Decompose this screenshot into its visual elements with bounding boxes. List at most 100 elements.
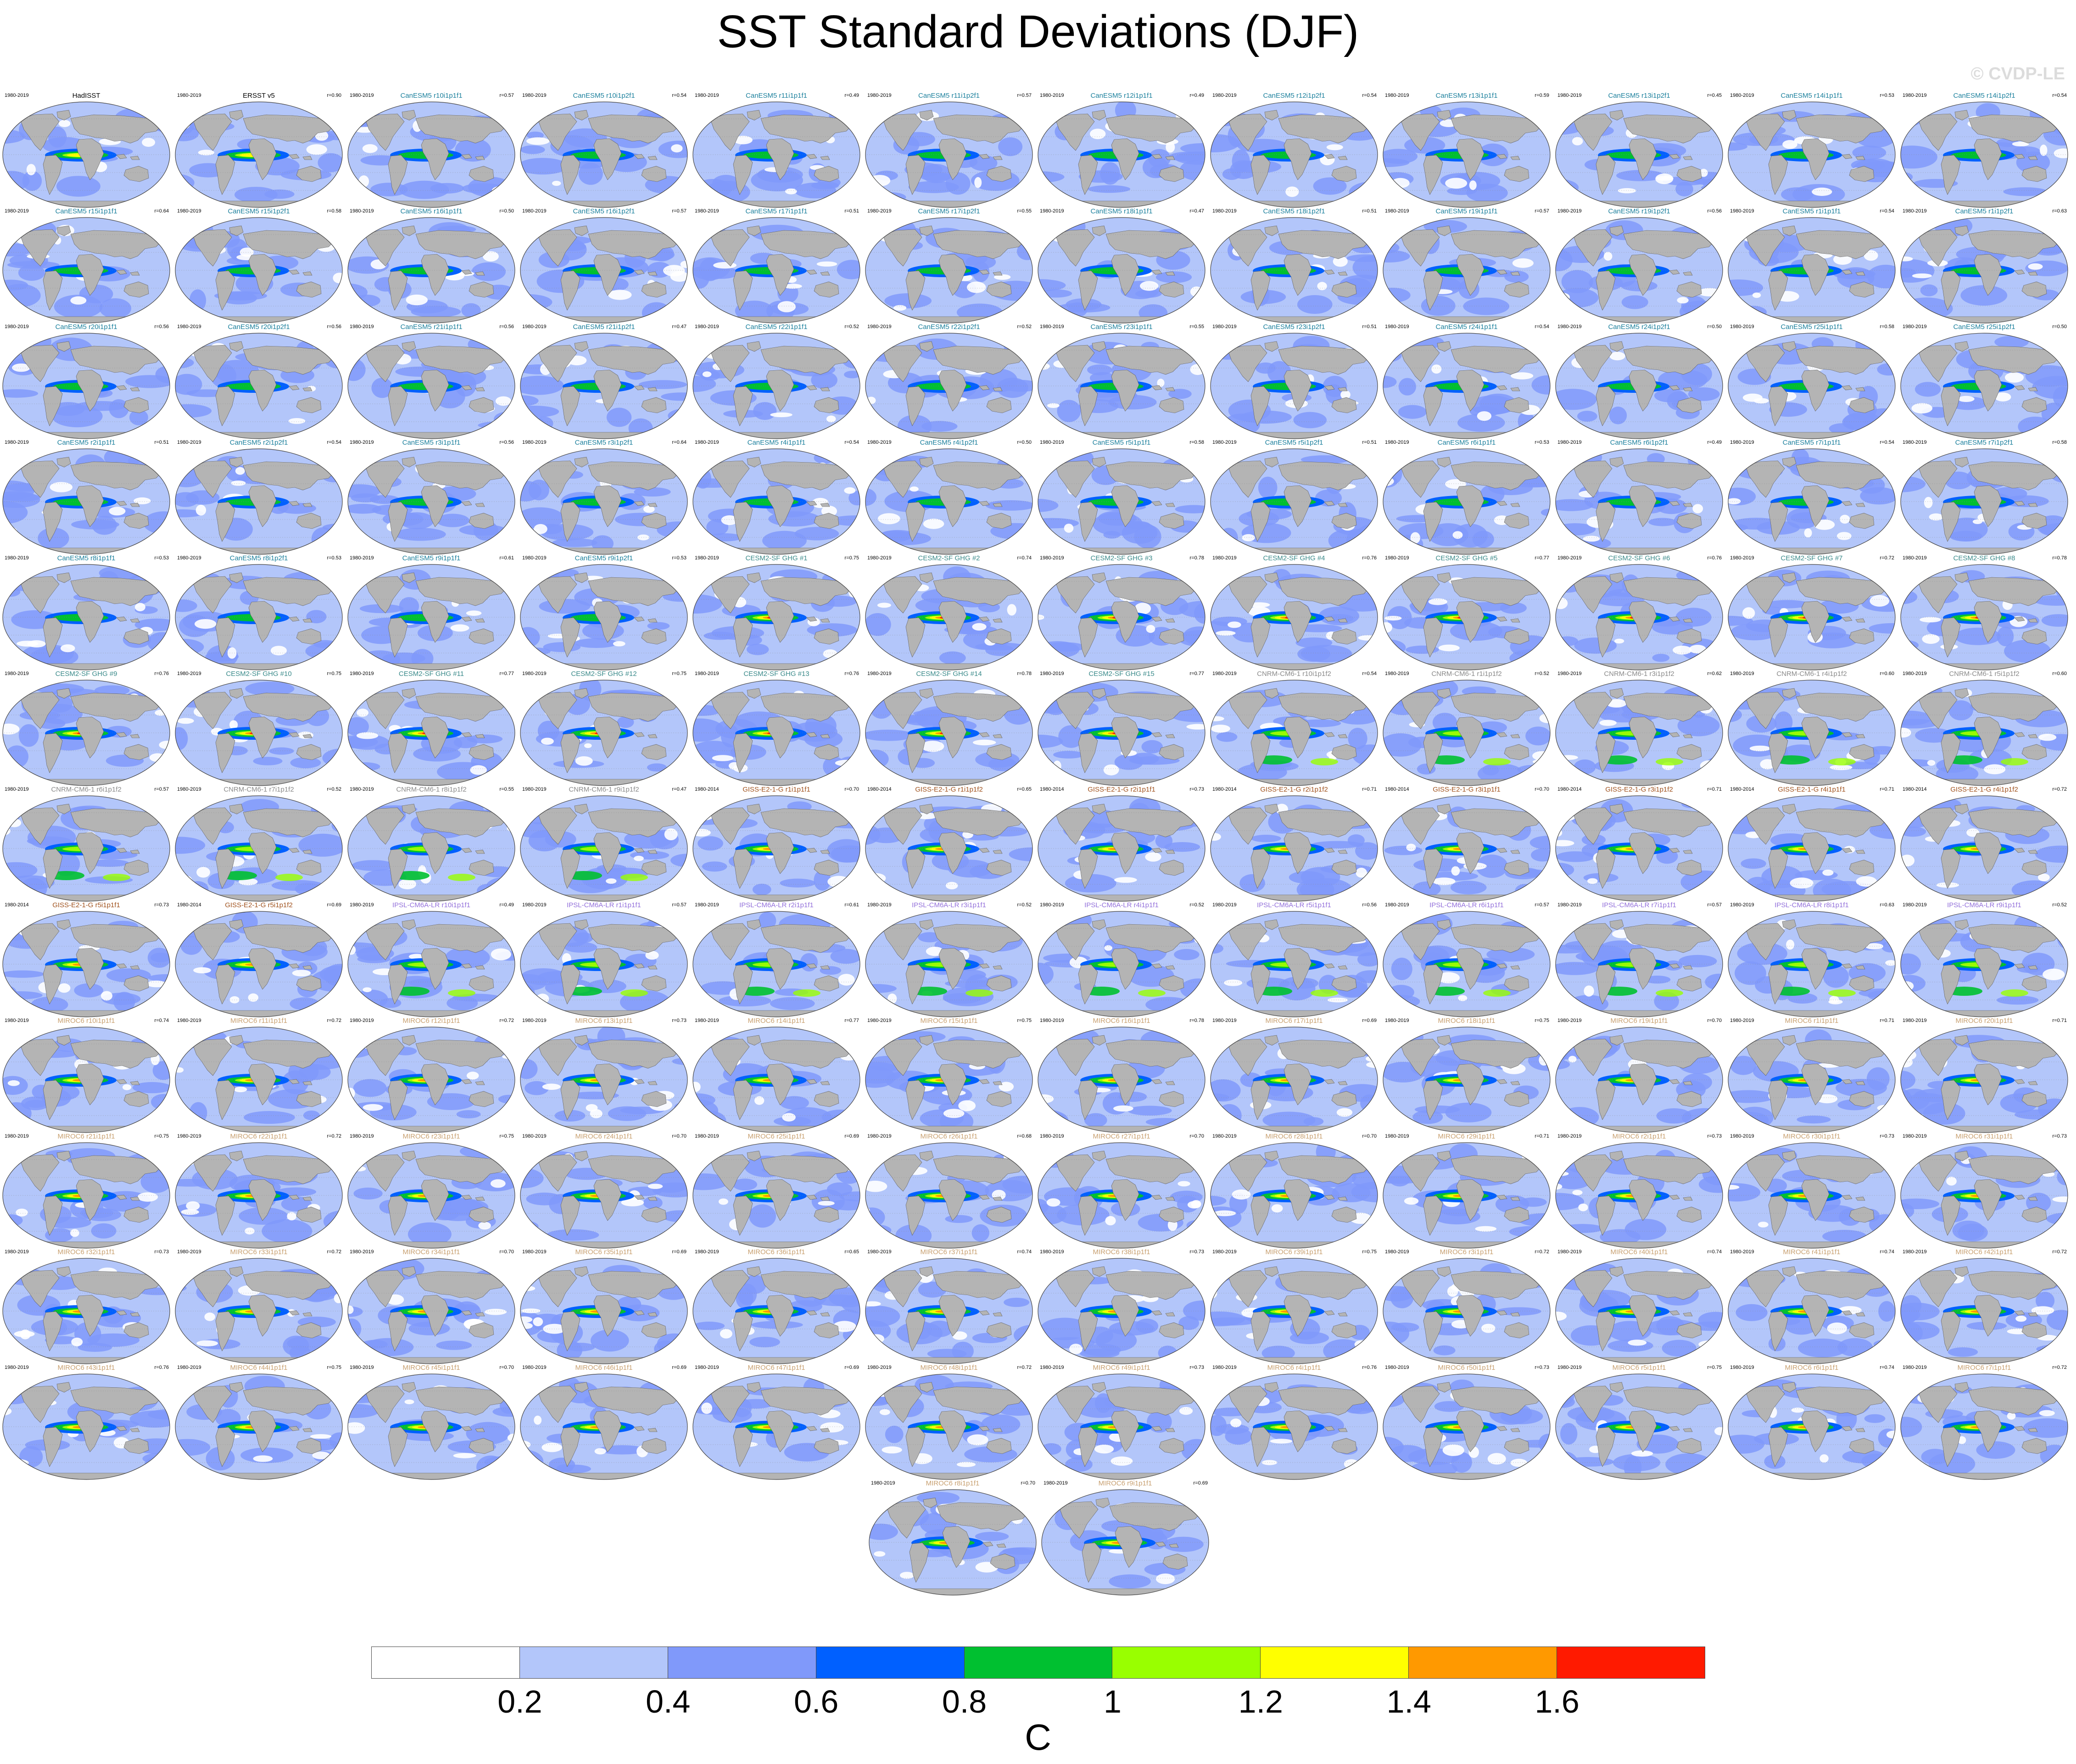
map-panel: 1980-2019 HadISST	[0, 90, 173, 210]
sst-stddev-map	[1555, 911, 1723, 1017]
panel-pattern-correlation: r=0.70	[1021, 1480, 1036, 1486]
colorbar-swatch	[1408, 1647, 1557, 1679]
panel-period: 1980-2019	[1040, 902, 1064, 908]
map-panel: 1980-2019 CNRM-CM6-1 r6i1p1f2 r=0.57	[0, 784, 173, 904]
panel-title: CESM2-SF GHG #6	[1608, 554, 1670, 562]
panel-pattern-correlation: r=0.73	[672, 1018, 687, 1023]
map-panel: 1980-2019 CanESM5 r23i1p2f1 r=0.51	[1208, 321, 1380, 441]
map-panel: 1980-2019 MIROC6 r4i1p1f1 r=0.76	[1208, 1362, 1380, 1482]
sst-stddev-map	[520, 1142, 688, 1249]
panel-period: 1980-2019	[1040, 555, 1064, 561]
panel-pattern-correlation: r=0.72	[1535, 1249, 1550, 1255]
panel-title: CanESM5 r10i1p2f1	[573, 92, 635, 100]
panel-title: MIROC6 r43i1p1f1	[57, 1364, 115, 1372]
panel-title: MIROC6 r48i1p1f1	[920, 1364, 978, 1372]
panel-title: CanESM5 r12i1p1f1	[1090, 92, 1153, 100]
map-panel: 1980-2019 MIROC6 r23i1p1f1 r=0.75	[345, 1131, 518, 1251]
sst-stddev-map	[865, 1027, 1033, 1133]
panel-title: CanESM5 r25i1p2f1	[1953, 323, 2015, 331]
panel-period: 1980-2019	[5, 787, 29, 792]
map-panel: 1980-2019 MIROC6 r25i1p1f1 r=0.69	[690, 1131, 863, 1251]
panel-period: 1980-2019	[5, 555, 29, 561]
panel-period: 1980-2019	[1040, 1133, 1064, 1139]
sst-stddev-map	[1555, 333, 1723, 439]
colorbar-tick-label: 0.8	[942, 1684, 987, 1719]
map-panel: 1980-2019 MIROC6 r40i1p1f1 r=0.74	[1553, 1246, 1725, 1367]
panel-pattern-correlation: r=0.49	[499, 902, 514, 908]
panel-title: CNRM-CM6-1 r9i1p1f2	[569, 786, 639, 793]
panel-title: MIROC6 r50i1p1f1	[1438, 1364, 1496, 1372]
sst-stddev-map	[1555, 1027, 1723, 1133]
panel-pattern-correlation: r=0.73	[1189, 1249, 1205, 1255]
panel-period: 1980-2019	[1903, 555, 1927, 561]
panel-period: 1980-2019	[1385, 1133, 1409, 1139]
panel-pattern-correlation: r=0.71	[1707, 787, 1722, 792]
panel-pattern-correlation: r=0.73	[1189, 787, 1205, 792]
panel-period: 1980-2019	[1730, 208, 1754, 214]
panel-period: 1980-2019	[1903, 93, 1927, 98]
map-panel: 1980-2019 CanESM5 r13i1p1f1 r=0.59	[1380, 90, 1553, 210]
panel-pattern-correlation: r=0.49	[1189, 93, 1205, 98]
panel-title: CanESM5 r23i1p2f1	[1263, 323, 1325, 331]
sst-stddev-map	[2, 680, 170, 786]
figure-title: SST Standard Deviations (DJF)	[717, 6, 1359, 57]
colorbar-unit: C	[1025, 1717, 1051, 1758]
panel-period: 1980-2019	[1040, 93, 1064, 98]
panel-period: 1980-2019	[867, 555, 892, 561]
panel-pattern-correlation: r=0.52	[327, 787, 342, 792]
map-panel: 1980-2019 CanESM5 r17i1p1f1 r=0.51	[690, 206, 863, 326]
panel-period: 1980-2019	[1557, 93, 1582, 98]
panel-title: CNRM-CM6-1 r3i1p1f2	[1604, 670, 1674, 678]
panel-period: 1980-2014	[1903, 787, 1927, 792]
panel-period: 1980-2019	[1557, 324, 1582, 329]
sst-stddev-map	[2, 1258, 170, 1364]
panel-title: MIROC6 r10i1p1f1	[57, 1017, 115, 1025]
sst-stddev-map	[1038, 333, 1205, 439]
sst-stddev-map	[175, 1373, 343, 1480]
map-panel: 1980-2019 MIROC6 r11i1p1f1 r=0.72	[173, 1015, 345, 1135]
panel-title: MIROC6 r23i1p1f1	[402, 1133, 460, 1140]
map-panel: 1980-2019 MIROC6 r35i1p1f1 r=0.69	[518, 1246, 690, 1367]
sst-stddev-map	[692, 1373, 860, 1480]
map-panel: 1980-2019 MIROC6 r20i1p1f1 r=0.71	[1898, 1015, 2070, 1135]
map-panel: 1980-2019 CanESM5 r24i1p1f1 r=0.54	[1380, 321, 1553, 441]
map-panel: 1980-2019 MIROC6 r24i1p1f1 r=0.70	[518, 1131, 690, 1251]
map-panel: 1980-2019 CESM2-SF GHG #11 r=0.77	[345, 668, 518, 788]
sst-stddev-map	[175, 101, 343, 208]
panel-title: MIROC6 r31i1p1f1	[1955, 1133, 2013, 1140]
sst-stddev-map	[1900, 1258, 2068, 1364]
sst-stddev-map	[1900, 680, 2068, 786]
colorbar-swatch	[1260, 1647, 1409, 1679]
sst-stddev-map	[865, 1142, 1033, 1249]
panel-pattern-correlation: r=0.75	[1535, 1018, 1550, 1023]
panel-pattern-correlation: r=0.57	[1535, 902, 1550, 908]
panel-title: MIROC6 r33i1p1f1	[230, 1248, 288, 1256]
sst-stddev-map	[692, 1258, 860, 1364]
panel-period: 1980-2014	[1385, 787, 1409, 792]
map-panel: 1980-2019 CESM2-SF GHG #15 r=0.77	[1035, 668, 1208, 788]
panel-title: CanESM5 r4i1p2f1	[920, 439, 978, 447]
panel-pattern-correlation: r=0.52	[1017, 902, 1032, 908]
panel-pattern-correlation: r=0.73	[154, 1249, 169, 1255]
panel-period: 1980-2019	[1040, 671, 1064, 676]
map-panel: 1980-2014 GISS-E2-1-G r1i1p1f2 r=0.65	[863, 784, 1035, 904]
sst-stddev-map	[865, 1258, 1033, 1364]
panel-period: 1980-2019	[350, 1133, 374, 1139]
sst-stddev-map	[347, 564, 515, 670]
panel-period: 1980-2019	[177, 671, 201, 676]
map-panel: 1980-2019 MIROC6 r30i1p1f1 r=0.73	[1725, 1131, 1898, 1251]
colorbar-swatch	[815, 1647, 965, 1679]
panel-period: 1980-2019	[695, 902, 719, 908]
panel-period: 1980-2019	[1730, 671, 1754, 676]
map-panel: 1980-2019 CanESM5 r18i1p2f1 r=0.51	[1208, 206, 1380, 326]
sst-stddev-map	[1383, 1258, 1551, 1364]
panel-pattern-correlation: r=0.57	[672, 208, 687, 214]
panel-pattern-correlation: r=0.55	[499, 787, 514, 792]
panel-title: CESM2-SF GHG #8	[1953, 554, 2015, 562]
sst-stddev-map	[2, 911, 170, 1017]
panel-pattern-correlation: r=0.63	[1880, 902, 1895, 908]
panel-pattern-correlation: r=0.49	[844, 93, 859, 98]
panel-period: 1980-2019	[522, 555, 547, 561]
panel-title: MIROC6 r17i1p1f1	[1265, 1017, 1323, 1025]
panel-pattern-correlation: r=0.74	[1707, 1249, 1722, 1255]
